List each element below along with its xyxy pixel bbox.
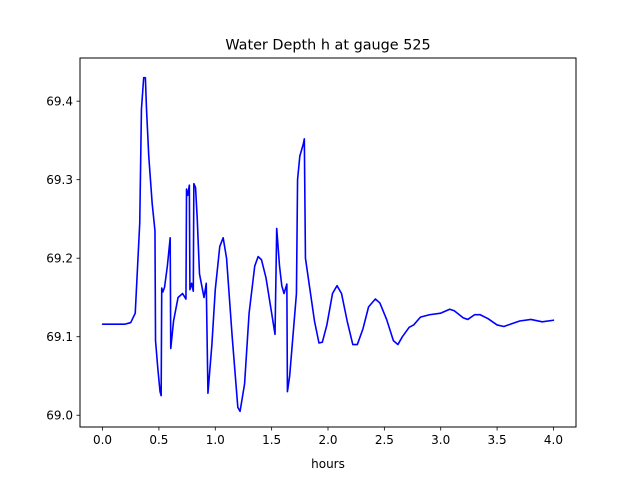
y-axis: 69.0 69.1 69.2 69.3 69.4	[46, 95, 80, 423]
x-tick-label: 2.0	[318, 433, 337, 447]
x-tick-label: 0.5	[149, 433, 168, 447]
y-tick-label: 69.1	[46, 330, 73, 344]
x-tick-label: 3.5	[488, 433, 507, 447]
x-tick-label: 4.0	[544, 433, 563, 447]
series-line-water-depth	[101, 76, 555, 413]
series-layer	[101, 76, 555, 413]
y-tick-label: 69.0	[46, 409, 73, 423]
x-tick-label: 2.5	[375, 433, 394, 447]
x-tick-label: 3.0	[431, 433, 450, 447]
x-tick-label: 1.5	[262, 433, 281, 447]
x-axis-label: hours	[311, 457, 345, 471]
x-tick-label: 0.0	[93, 433, 112, 447]
chart-title: Water Depth h at gauge 525	[225, 38, 430, 54]
y-tick-label: 69.4	[46, 95, 73, 109]
x-axis: 0.0 0.5 1.0 1.5 2.0 2.5 3.0 3.5 4.0	[93, 427, 563, 447]
y-tick-label: 69.2	[46, 252, 73, 266]
y-tick-label: 69.3	[46, 173, 73, 187]
x-tick-label: 1.0	[206, 433, 225, 447]
